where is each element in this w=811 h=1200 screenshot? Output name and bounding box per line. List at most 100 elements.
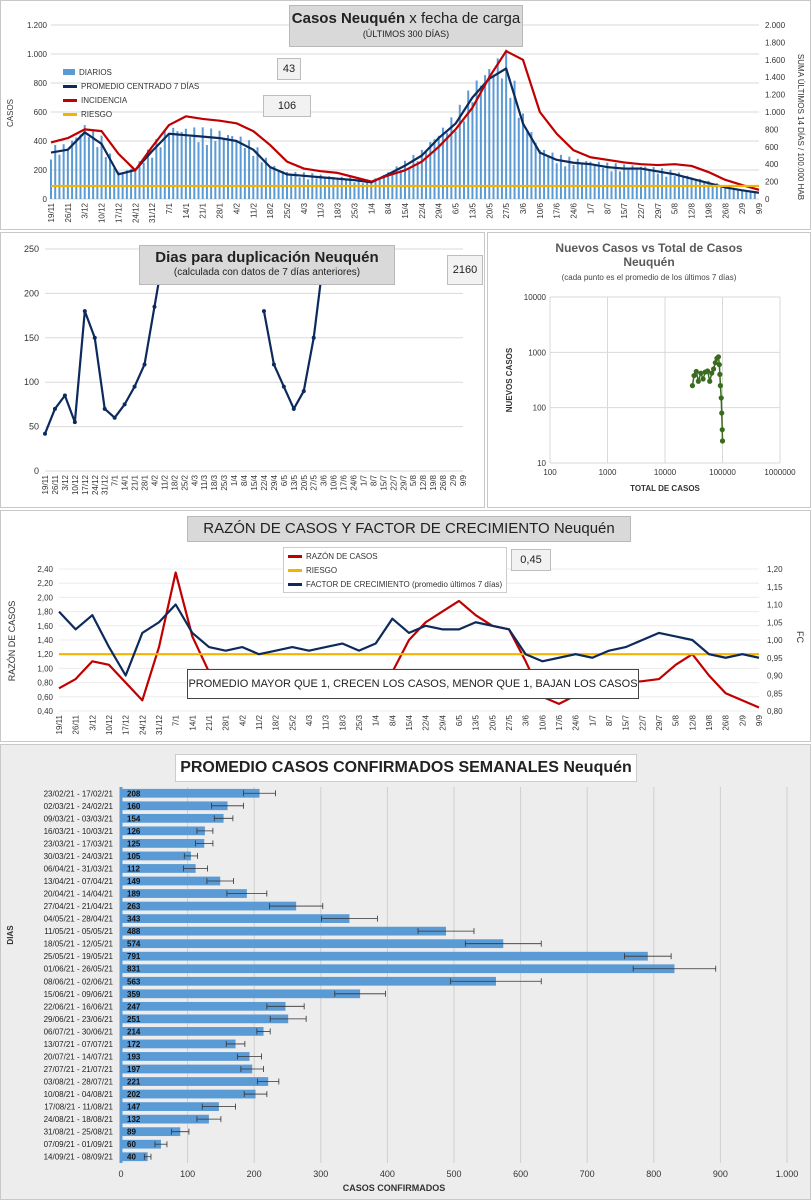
- category-label: 18/05/21 - 12/05/21: [44, 940, 114, 949]
- daily-bar: [340, 176, 343, 199]
- daily-bar: [408, 168, 411, 199]
- daily-bar: [699, 178, 701, 199]
- x-tick-label: 11/3: [200, 474, 209, 490]
- daily-bar: [505, 49, 508, 200]
- category-label: 13/04/21 - 07/04/21: [44, 877, 114, 886]
- daily-bar: [728, 188, 731, 199]
- x-tick-label: 2/9: [449, 474, 458, 486]
- ratio-chart: 0,40 0,60 0,80 1,00 1,20 1,40 1,60 1,80 2,00 2,20…: [7, 565, 805, 735]
- daily-bar: [172, 127, 175, 199]
- x-tick-label: 9/9: [755, 202, 764, 214]
- daily-bar: [572, 164, 575, 199]
- daily-bar: [623, 164, 626, 199]
- daily-bar: [433, 139, 436, 199]
- x-tick-label: 17/6: [553, 202, 562, 218]
- bar-value-label: 40: [127, 1153, 136, 1162]
- daily-bar: [644, 166, 647, 199]
- x-tick-label: 17/6: [555, 714, 564, 730]
- x-tick-label: 18/2: [266, 202, 275, 218]
- swatch: [63, 98, 77, 102]
- category-label: 30/03/21 - 24/03/21: [44, 852, 114, 861]
- daily-bar: [471, 102, 474, 199]
- bar-value-label: 172: [127, 1040, 141, 1049]
- daily-bar: [50, 159, 52, 199]
- bar-value-label: 563: [127, 977, 141, 986]
- x-tick-label: 25/3: [355, 714, 364, 730]
- category-label: 06/07/21 - 30/06/21: [44, 1027, 114, 1036]
- category-label: 03/08/21 - 28/07/21: [44, 1078, 114, 1087]
- x-tick-label: 26/8: [721, 202, 730, 218]
- daily-bar: [264, 157, 267, 199]
- y2-tick-label: 1,20: [767, 565, 783, 574]
- weekly-bar: [121, 813, 224, 823]
- daily-bar: [210, 128, 213, 199]
- daily-bar: [277, 169, 280, 199]
- daily-bar: [724, 185, 727, 199]
- ratio-note: PROMEDIO MAYOR QUE 1, CRECEN LOS CASOS, …: [187, 669, 639, 699]
- x-tick-label: 8/7: [605, 714, 614, 726]
- scatter-point: [695, 378, 701, 384]
- weekly-bar: [121, 876, 221, 886]
- scatter-point: [719, 438, 726, 444]
- scatter-point: [718, 395, 724, 401]
- x-tick-label: 26/11: [72, 714, 81, 734]
- scatter-point: [719, 410, 725, 416]
- y-tick-label: 600: [34, 108, 48, 117]
- daily-bar: [218, 130, 221, 199]
- x-tick-label: 20/5: [300, 474, 309, 490]
- daily-bar: [239, 136, 242, 199]
- daily-bar: [260, 162, 263, 199]
- growth-factor-line: [58, 603, 760, 677]
- y-axis-title: NUEVOS CASOS: [505, 347, 514, 412]
- bar-value-label: 189: [127, 890, 141, 899]
- swatch: [288, 582, 302, 586]
- bar-value-label: 160: [127, 802, 141, 811]
- y2-tick-label: 1,05: [767, 618, 783, 627]
- weekly-bar: [121, 976, 496, 986]
- bar-value-label: 251: [127, 1015, 141, 1024]
- weekly-bar: [121, 851, 191, 861]
- scatter-point: [710, 366, 717, 372]
- category-label: 20/04/21 - 14/04/21: [44, 890, 114, 899]
- bar-value-label: 488: [127, 927, 141, 936]
- x-tick-label: 8/4: [384, 202, 393, 214]
- y-tick-label: 1,40: [37, 636, 53, 645]
- weekly-bar: [121, 826, 205, 836]
- x-tick-label: 27/5: [505, 714, 514, 730]
- category-label: 17/08/21 - 11/08/21: [44, 1103, 113, 1112]
- daily-bar: [564, 166, 567, 199]
- weekly-bar: [121, 1039, 236, 1049]
- daily-bar: [256, 147, 259, 199]
- weekly-panel: 0 100 200 300 400 500 600 700 800 900 1.000 23/02/2…: [0, 744, 811, 1200]
- x-tick-label: 400: [380, 1169, 395, 1179]
- x-tick-label: 19/8: [705, 714, 714, 730]
- y-tick-label: 2,40: [37, 565, 53, 574]
- daily-bar: [79, 134, 82, 199]
- weekly-bar: [121, 926, 447, 936]
- x-tick-label: 2/9: [738, 714, 747, 726]
- daily-bar: [75, 137, 78, 199]
- x-tick-label: 10/12: [71, 474, 80, 495]
- x-tick-label: 21/1: [131, 474, 140, 490]
- weekly-bar: [121, 989, 361, 999]
- x-tick-label: 5/8: [409, 474, 418, 486]
- x-tick-label: 1/7: [586, 202, 595, 214]
- y2-tick-label: 2.000: [765, 21, 786, 30]
- x-tick-label: 17/12: [122, 714, 131, 735]
- daily-bar: [736, 189, 739, 199]
- daily-bar: [522, 113, 524, 199]
- daily-bar: [496, 58, 499, 200]
- daily-bar: [252, 155, 255, 199]
- category-label: 08/06/21 - 02/06/21: [44, 977, 114, 986]
- x-tick-label: 24/6: [572, 714, 581, 730]
- daily-bar: [585, 161, 588, 199]
- y-tick-label: 1.200: [27, 21, 48, 30]
- y2-tick-label: 0,95: [767, 654, 783, 663]
- y-tick-label: 10: [537, 459, 546, 468]
- x-tick-label: 29/7: [655, 714, 664, 730]
- x-tick-label: 3/6: [519, 202, 528, 214]
- doubling-line: [43, 248, 166, 435]
- daily-bar: [370, 182, 373, 199]
- category-label: 09/03/21 - 03/03/21: [44, 814, 114, 823]
- weekly-bar: [121, 1114, 209, 1124]
